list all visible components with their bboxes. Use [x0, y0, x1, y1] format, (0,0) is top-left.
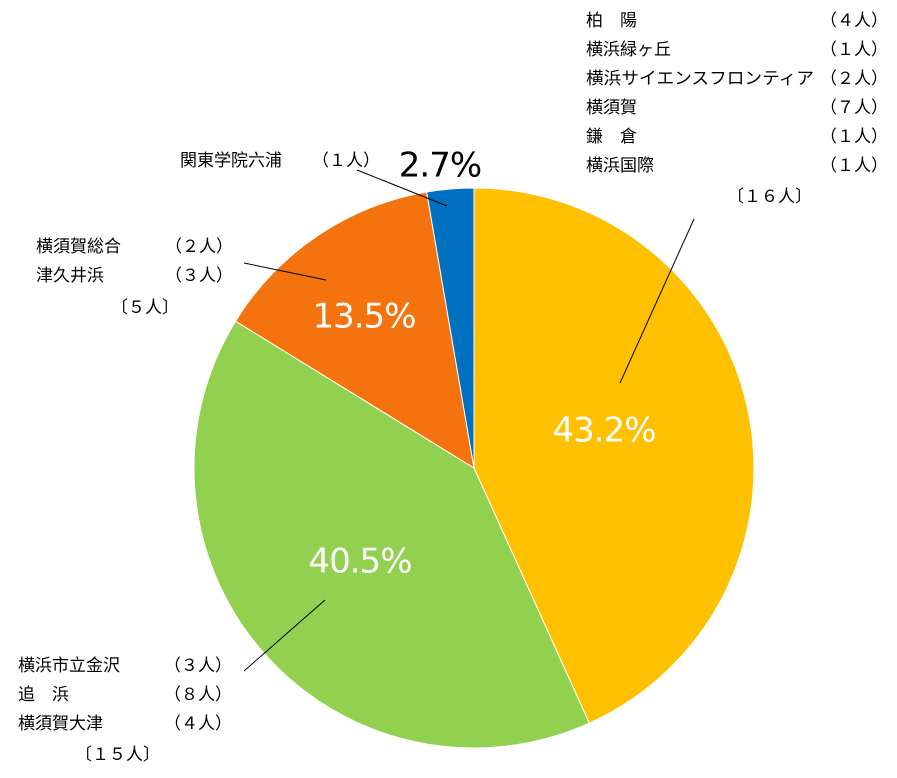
- group-total: 〔５人〕: [111, 298, 179, 318]
- legend-group-sogo: 横須賀総合 （２人） 津久井浜 （３人） 〔５人〕: [36, 237, 233, 318]
- legend-group-yokohama: 柏 陽 （４人） 横浜緑ヶ丘 （１人） 横浜サイエンスフロンティア （２人） 横…: [586, 11, 888, 207]
- pie-slice-yokohama-group: [473, 187, 755, 724]
- school-name: 関東学院六浦: [180, 151, 282, 171]
- group-total: 〔１５人〕: [75, 745, 160, 765]
- school-count: （２人）: [165, 237, 233, 257]
- school-count: （１人）: [820, 127, 888, 147]
- school-name: 横浜サイエンスフロンティア: [586, 69, 814, 89]
- percent-labels: 43.2% 40.5% 13.5% 2.7%: [308, 146, 656, 582]
- school-name: 横浜国際: [586, 156, 654, 176]
- pie-slice-kanto-gakuin: [426, 187, 475, 469]
- school-count: （１人）: [820, 156, 888, 176]
- school-count: （２人）: [820, 69, 888, 89]
- school-name: 横須賀: [586, 98, 637, 118]
- school-count: （４人）: [820, 11, 888, 31]
- leader-line-kanto-gakuin: [356, 169, 448, 207]
- leader-lines: [243, 169, 695, 672]
- school-count: （８人）: [164, 685, 232, 705]
- school-count: （３人）: [165, 266, 233, 286]
- leader-line-sogo-group: [243, 262, 327, 281]
- legend-group-kanazawa: 横浜市立金沢 （３人） 追 浜 （８人） 横須賀大津 （４人） 〔１５人〕: [18, 656, 232, 765]
- school-name: 横浜緑ヶ丘: [586, 40, 671, 60]
- legend-group-kanto: 関東学院六浦 （１人）: [180, 151, 380, 171]
- school-count: （７人）: [820, 98, 888, 118]
- leader-line-yokohama-group: [619, 218, 695, 384]
- percent-label-sogo-group: 13.5%: [312, 297, 415, 337]
- school-count: （４人）: [164, 714, 232, 734]
- school-name: 横須賀大津: [18, 714, 103, 734]
- leader-line-kanazawa-group: [243, 599, 326, 672]
- school-count: （１人）: [312, 151, 380, 171]
- group-total: 〔１６人〕: [727, 187, 812, 207]
- school-name: 柏 陽: [586, 11, 637, 31]
- school-name: 横須賀総合: [36, 237, 121, 257]
- percent-label-yokohama-group: 43.2%: [552, 411, 655, 451]
- school-name: 津久井浜: [36, 266, 104, 286]
- school-count: （１人）: [820, 40, 888, 60]
- percent-label-kanazawa-group: 40.5%: [308, 542, 411, 582]
- school-name: 追 浜: [18, 685, 69, 705]
- pie-slices: [193, 187, 755, 749]
- school-count: （３人）: [164, 656, 232, 676]
- school-name: 横浜市立金沢: [18, 656, 120, 676]
- school-name: 鎌 倉: [586, 127, 637, 147]
- percent-label-kanto-gakuin: 2.7%: [399, 146, 481, 186]
- pie-slice-sogo-group: [234, 191, 475, 470]
